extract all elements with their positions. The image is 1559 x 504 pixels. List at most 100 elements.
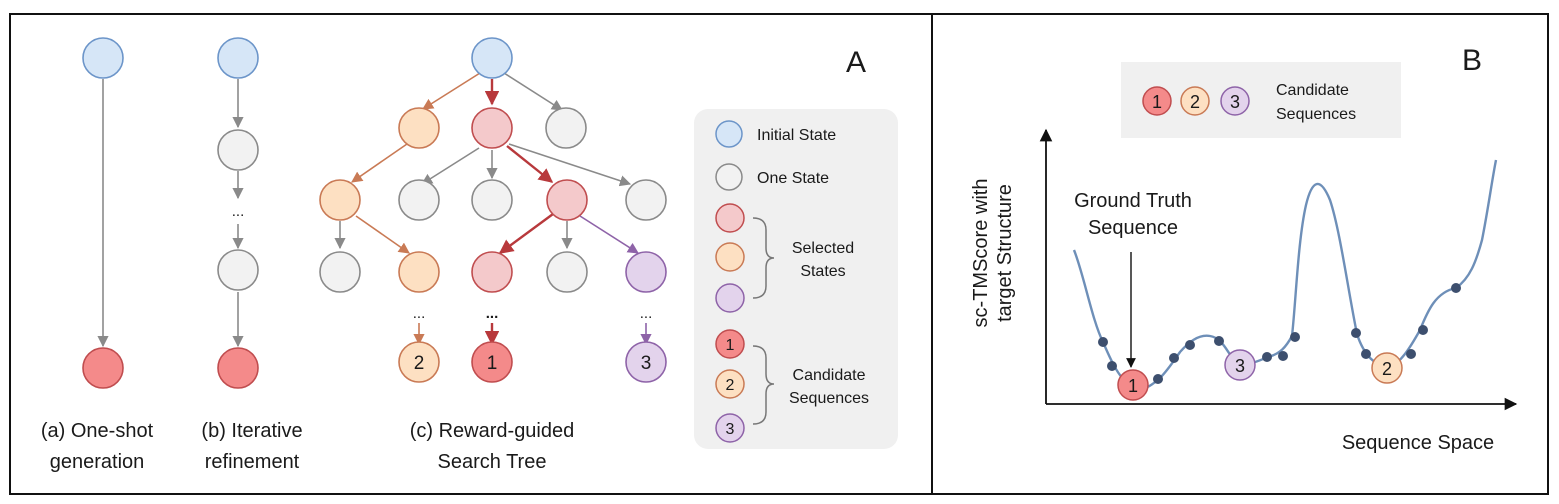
tree-edge [355,215,410,254]
legend-selected-icon [715,242,745,272]
tree-edge-selected [506,145,554,183]
iterative-diagram: ... [217,37,259,389]
y-axis-label-line1: sc-TMScore with [970,179,992,328]
tree-edge [503,72,563,111]
legend-brace [752,345,775,425]
legend-candidate-number: 1 [726,337,735,354]
sample-point [1214,336,1224,346]
sample-point [1262,352,1272,362]
legend-state-icon [715,163,743,191]
selected-state-node [625,251,667,293]
legend-a-box [694,109,898,449]
candidate-node-1 [471,341,513,383]
selected-state-node [546,179,588,221]
state-node [471,179,513,221]
legend-b: 1 2 3 Candidate Sequences [1121,62,1401,138]
selected-state-node [398,107,440,149]
sample-point [1418,325,1428,335]
legend-b-candidate-3 [1220,86,1250,116]
one-shot-diagram [82,37,124,389]
caption-one-shot-line1: (a) One-shot [41,420,154,442]
state-node [546,251,588,293]
legend-b-number: 3 [1230,92,1240,112]
tree-edge-selected [498,213,554,254]
legend-selected-icon [715,283,745,313]
legend-selected-label-2: States [800,263,845,280]
legend-b-number: 2 [1190,92,1200,112]
curve-candidate-number: 1 [1128,376,1138,396]
ellipsis: ... [413,305,426,322]
curve-candidate-1 [1117,369,1149,401]
sample-point [1098,337,1108,347]
panel-b: B 1 2 3 Candidate Sequences sc-TMScore w… [970,44,1518,454]
selected-state-node [471,251,513,293]
ellipsis: ... [232,203,245,220]
y-axis-label-line2: target Structure [994,184,1016,322]
legend-b-number: 1 [1152,92,1162,112]
state-node [398,179,440,221]
candidate-node-2 [398,341,440,383]
legend-b-label-2: Sequences [1276,106,1356,123]
legend-b-candidate-1 [1142,86,1172,116]
legend-b-label-1: Candidate [1276,82,1349,99]
panel-b-letter: B [1462,44,1482,77]
candidate-number: 2 [414,353,425,374]
initial-state-node [82,37,124,79]
ground-truth-label-line1: Ground Truth [1074,190,1192,212]
legend-initial-icon [715,120,743,148]
candidate-number: 1 [487,353,498,374]
legend-initial-label: Initial State [757,127,836,144]
legend-candidate-number: 3 [726,421,735,438]
figure-frame [9,13,1549,495]
curve-candidate-number: 3 [1235,356,1245,376]
state-node [217,249,259,291]
sample-point [1185,340,1195,350]
tree-edge [508,143,632,187]
tree-edge [422,72,481,110]
tree-edge [351,143,408,183]
search-tree-diagram: ... ... ... 2 1 [319,37,667,383]
caption-one-shot-line2: generation [50,451,145,473]
selected-state-node [398,251,440,293]
caption-reward-line2: Search Tree [438,451,547,473]
legend-brace [752,217,775,299]
state-node [545,107,587,149]
curve-candidate-number: 2 [1382,359,1392,379]
initial-state-node [217,37,259,79]
legend-b-candidate-2 [1180,86,1210,116]
caption-iterative-line1: (b) Iterative [201,420,302,442]
selected-state-node [319,179,361,221]
curve-candidate-3 [1224,349,1256,381]
sample-point [1169,353,1179,363]
sample-point [1290,332,1300,342]
state-node [217,129,259,171]
sample-point [1406,349,1416,359]
legend-candidate-icon [715,369,745,399]
candidate-number: 3 [641,353,652,374]
ellipsis: ... [486,305,499,322]
legend-candidate-icon [715,329,745,359]
sample-point [1361,349,1371,359]
sample-point [1153,374,1163,384]
legend-candidate-label-1: Candidate [793,367,866,384]
tree-edge [421,147,480,185]
x-axis-label: Sequence Space [1342,432,1494,454]
sample-point [1278,351,1288,361]
legend-selected-icon [715,203,745,233]
caption-reward-line1: (c) Reward-guided [410,420,575,442]
ground-truth-label-line2: Sequence [1088,217,1178,239]
legend-candidate-label-2: Sequences [789,390,869,407]
sample-point [1451,283,1461,293]
legend-state-label: One State [757,170,829,187]
sample-point [1107,361,1117,371]
sample-points [1098,283,1461,384]
panel-a-letter: A [846,46,866,79]
legend-a: Initial State One State Selected States … [694,109,898,449]
caption-iterative-line2: refinement [205,451,300,473]
sample-point [1351,328,1361,338]
legend-candidate-icon [715,413,745,443]
curve-candidate-2 [1371,352,1403,384]
state-node [319,251,361,293]
landscape-curve [1072,159,1498,390]
